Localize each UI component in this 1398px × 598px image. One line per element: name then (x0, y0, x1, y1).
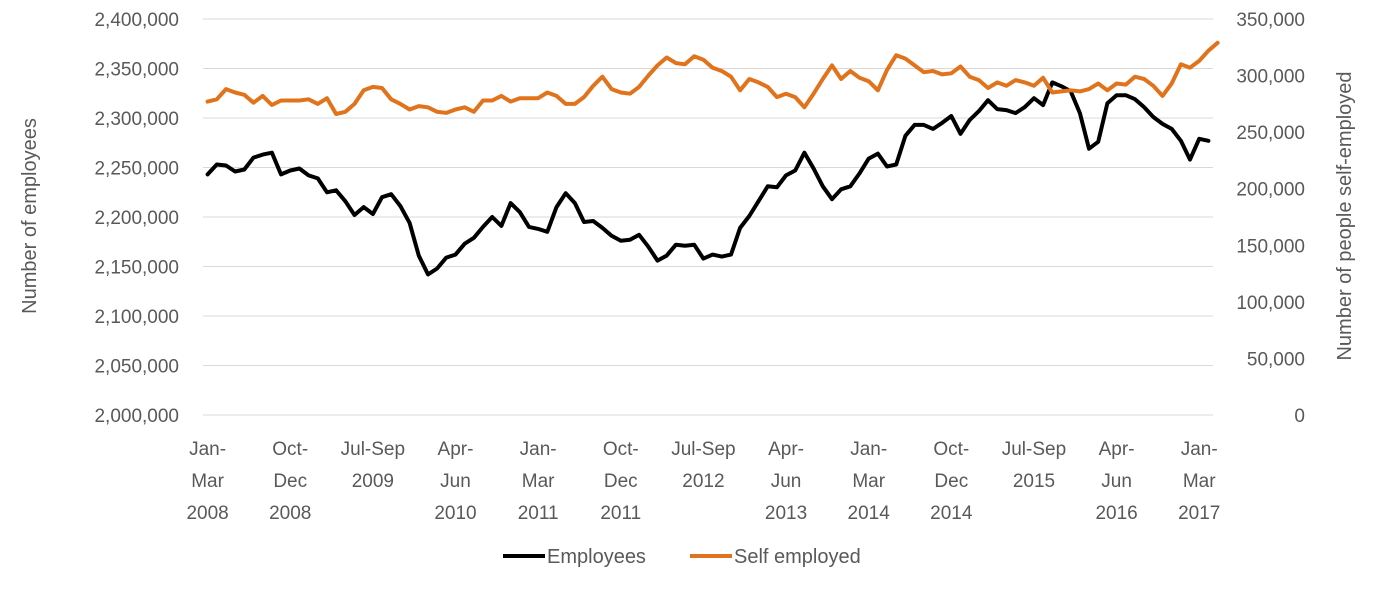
x-tick-label: Oct-Dec 2011 (600, 439, 641, 524)
x-tick-label: Jan-Mar 2008 (186, 439, 228, 524)
x-tick-label: Jul-Sep 2012 (671, 439, 735, 492)
y-tick-label-right: 200,000 (1236, 180, 1305, 201)
x-tick-label: Apr-Jun 2010 (434, 439, 476, 524)
y-tick-label-left: 2,150,000 (94, 258, 179, 279)
x-tick-label: Apr-Jun 2013 (765, 439, 807, 524)
x-tick-label: Jul-Sep 2015 (1002, 439, 1066, 492)
y-tick-label-right: 0 (1294, 406, 1305, 427)
legend-label-employees: Employees (547, 546, 646, 568)
y-tick-label-left: 2,100,000 (94, 307, 179, 328)
y-tick-label-right: 100,000 (1236, 293, 1305, 314)
x-tick-label: Jul-Sep 2009 (341, 439, 405, 492)
left-axis-ticks: 2,000,000 2,050,000 2,100,000 2,150,000 2,20… (94, 10, 179, 427)
y-tick-label-right: 250,000 (1236, 123, 1305, 144)
x-tick-label: Apr-Jun 2016 (1095, 439, 1137, 524)
y-tick-label-left: 2,250,000 (94, 159, 179, 180)
y-tick-label-right: 300,000 (1236, 67, 1305, 88)
y-axis-title-right: Number of people self-employed (1334, 71, 1356, 360)
x-tick-label: Oct-Dec 2008 (269, 439, 311, 524)
series-lines (205, 40, 1220, 277)
series-line-self-employed (205, 40, 1220, 116)
y-tick-label-right: 50,000 (1247, 349, 1305, 370)
legend-label-self-employed: Self employed (734, 546, 861, 568)
y-tick-label-right: 350,000 (1236, 10, 1305, 31)
series-line-employees (205, 80, 1211, 277)
y-tick-label-left: 2,350,000 (94, 60, 179, 81)
y-tick-label-left: 2,300,000 (94, 109, 179, 130)
y-tick-label-left: 2,000,000 (94, 406, 179, 427)
right-axis-ticks: 0 50,000 100,000 150,000 200,000 250,000 300,0… (1236, 10, 1305, 427)
x-tick-label: Jan-Mar 2011 (518, 439, 559, 524)
x-tick-label: Jan-Mar 2017 (1178, 439, 1220, 524)
y-axis-title-left: Number of employees (19, 118, 41, 314)
x-tick-label: Jan-Mar 2014 (848, 439, 891, 524)
legend: Employees Self employed (503, 546, 861, 568)
y-tick-label-right: 150,000 (1236, 236, 1305, 257)
y-tick-label-left: 2,400,000 (94, 10, 179, 31)
y-tick-label-left: 2,200,000 (94, 208, 179, 229)
x-axis-ticks: Jan-Mar 2008 Oct-Dec 2008 Jul-Sep 2009 Apr-Jun… (186, 439, 1220, 524)
gridlines (203, 18, 1213, 416)
y-tick-label-left: 2,050,000 (94, 357, 179, 378)
x-tick-label: Oct-Dec 2014 (930, 439, 973, 524)
